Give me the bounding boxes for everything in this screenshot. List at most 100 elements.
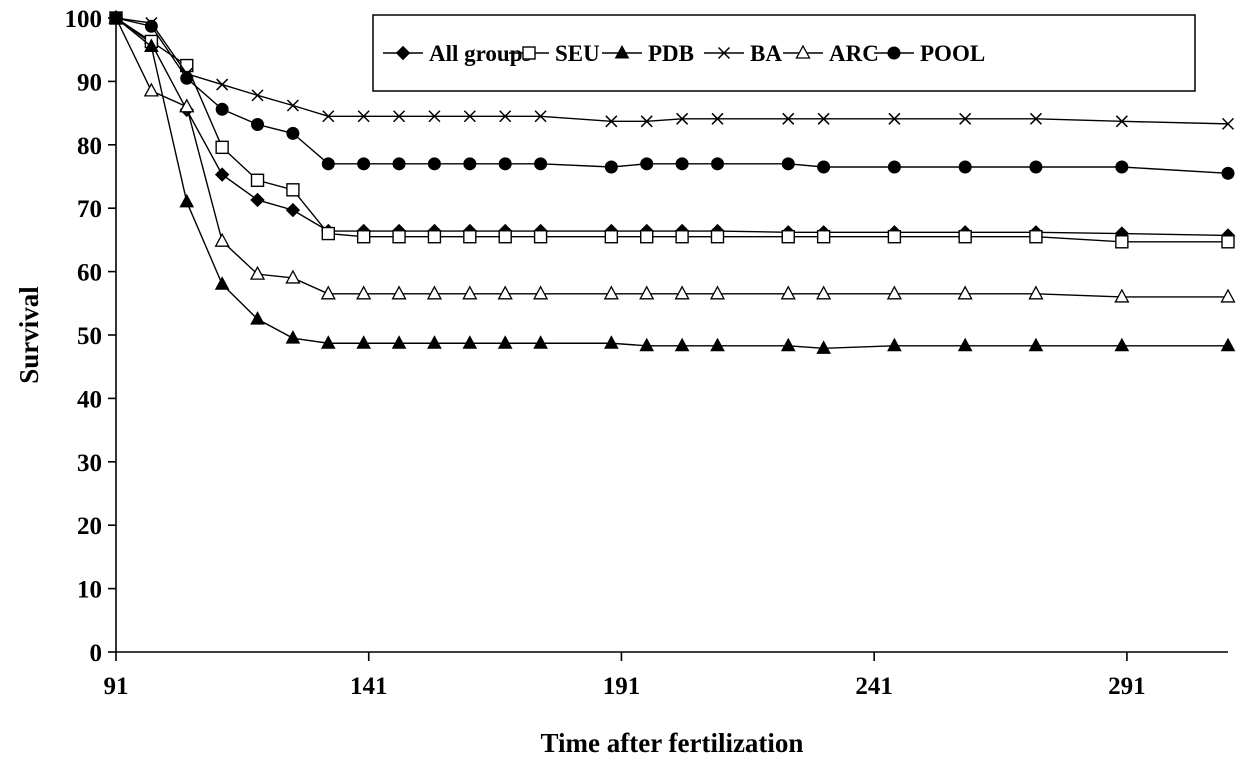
- data-point: [604, 335, 619, 349]
- y-tick-label: 20: [77, 513, 102, 540]
- y-tick-label: 50: [77, 323, 102, 350]
- data-point: [1029, 112, 1042, 125]
- data-point: [463, 110, 476, 123]
- data-point: [356, 335, 372, 349]
- y-tick-label: 90: [77, 69, 102, 96]
- data-point: [780, 337, 796, 352]
- data-point: [179, 98, 195, 113]
- x-tick-label: 141: [350, 673, 388, 700]
- x-tick-label: 191: [603, 673, 641, 700]
- data-point: [675, 157, 689, 171]
- legend-item-pdb: PDB: [602, 41, 694, 66]
- data-point: [522, 46, 536, 60]
- data-point: [250, 192, 265, 208]
- data-point: [285, 330, 301, 344]
- data-point: [533, 230, 548, 244]
- data-point: [887, 230, 902, 244]
- data-point: [816, 230, 831, 244]
- data-point: [356, 285, 372, 300]
- data-point: [497, 335, 513, 349]
- series-arc: [108, 9, 1236, 303]
- data-point: [957, 337, 973, 352]
- y-tick-label: 10: [77, 577, 102, 604]
- y-axis-title: Survival: [14, 286, 44, 384]
- data-point: [710, 157, 724, 171]
- data-point: [286, 99, 299, 112]
- data-point: [532, 285, 549, 300]
- series-seu: [109, 11, 1235, 249]
- data-point: [1029, 230, 1043, 244]
- legend-item-arc: ARC: [783, 41, 879, 66]
- data-point: [395, 45, 411, 61]
- legend-label: BA: [750, 41, 782, 66]
- data-point: [534, 157, 548, 171]
- data-point: [392, 230, 406, 244]
- y-tick-label: 60: [77, 260, 102, 287]
- y-tick-label: 100: [65, 6, 103, 33]
- data-point: [887, 337, 902, 352]
- legend-label: POOL: [920, 41, 985, 66]
- legend-label: SEU: [555, 41, 600, 66]
- x-ticks: 91 141 191 241 291: [104, 652, 1146, 700]
- data-point: [639, 285, 655, 300]
- data-point: [781, 157, 795, 171]
- data-point: [250, 311, 265, 325]
- data-point: [640, 157, 654, 171]
- data-point: [676, 112, 689, 125]
- data-point: [888, 112, 901, 125]
- data-point: [356, 230, 371, 244]
- data-point: [498, 157, 512, 171]
- data-point: [887, 46, 901, 60]
- data-point: [1220, 337, 1236, 352]
- series-line-all-groups: [115, 17, 1229, 237]
- data-point: [249, 265, 266, 280]
- data-point: [251, 89, 264, 102]
- data-point: [534, 110, 547, 123]
- data-point: [214, 167, 230, 182]
- data-point: [391, 285, 407, 300]
- data-point: [533, 335, 548, 349]
- series-layer: [108, 9, 1236, 354]
- data-point: [710, 337, 725, 352]
- data-point: [674, 285, 690, 300]
- data-point: [816, 340, 831, 354]
- data-point: [604, 230, 619, 244]
- data-point: [959, 112, 972, 125]
- data-point: [320, 285, 336, 300]
- data-point: [179, 193, 195, 208]
- data-point: [605, 115, 618, 128]
- legend: All groups SEU PDB BA ARC POOL: [372, 14, 1196, 92]
- data-point: [497, 285, 513, 300]
- data-point: [717, 46, 731, 60]
- data-point: [614, 44, 630, 59]
- data-point: [215, 140, 229, 155]
- y-tick-label: 70: [77, 196, 102, 223]
- data-point: [392, 157, 406, 171]
- data-point: [1114, 288, 1130, 303]
- data-point: [463, 230, 477, 244]
- data-point: [215, 102, 229, 116]
- y-tick-label: 80: [77, 133, 102, 160]
- data-point: [782, 112, 795, 125]
- data-point: [957, 285, 973, 300]
- data-point: [640, 115, 653, 128]
- axes: [115, 18, 1228, 653]
- x-tick-label: 241: [855, 673, 893, 700]
- data-point: [109, 11, 123, 25]
- data-point: [321, 157, 335, 171]
- series-ba: [109, 11, 1235, 130]
- data-point: [817, 112, 830, 125]
- data-point: [886, 285, 902, 300]
- data-point: [887, 160, 901, 174]
- data-point: [1221, 166, 1235, 180]
- data-point: [393, 110, 406, 123]
- data-point: [286, 183, 300, 197]
- data-point: [1114, 337, 1130, 352]
- legend-items: All groups SEU PDB BA ARC POOL: [383, 41, 985, 66]
- data-point: [144, 38, 159, 53]
- data-point: [817, 160, 831, 174]
- data-point: [286, 126, 300, 140]
- data-point: [216, 78, 229, 91]
- y-tick-label: 0: [90, 640, 103, 667]
